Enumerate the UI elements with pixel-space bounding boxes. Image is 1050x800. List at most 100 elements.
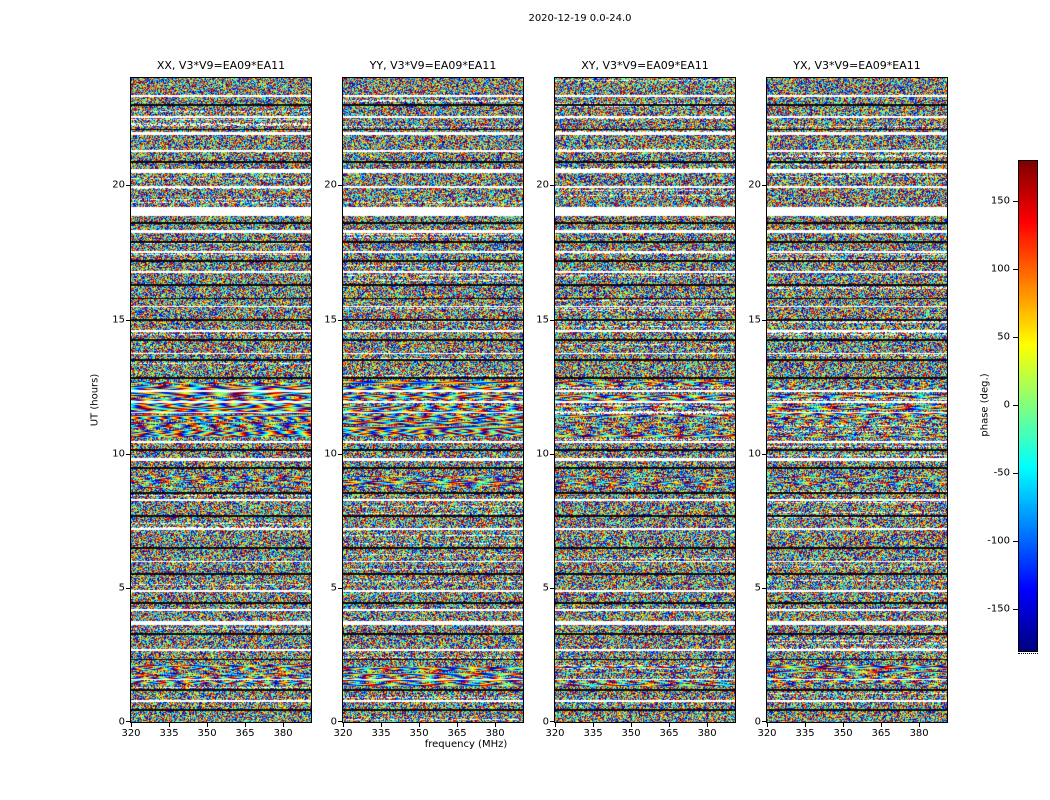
y-tick-label: 5 <box>330 582 337 594</box>
heatmap-canvas-xx <box>131 78 311 722</box>
y-tick-mark <box>762 721 766 722</box>
x-tick-label: 335 <box>795 728 815 739</box>
colorbar-tick-label: 0 <box>1003 399 1010 411</box>
y-tick-mark <box>550 319 554 321</box>
y-tick-mark <box>338 319 342 321</box>
x-tick-mark <box>881 723 883 727</box>
x-tick-mark <box>805 723 807 727</box>
colorbar-tick-mark <box>1013 473 1018 475</box>
heatmap-panel-yy: YY, V3*V9=EA09*EA11 0 5 10 15 20 320 335 350 365 3… <box>324 59 524 739</box>
x-tick-mark <box>169 723 171 727</box>
colorbar-tick-label: 100 <box>990 263 1010 275</box>
y-axis-label: UT (hours) <box>89 373 101 427</box>
x-tick-label: 335 <box>583 728 603 739</box>
x-tick-mark <box>343 723 344 727</box>
x-tick-mark <box>131 723 132 727</box>
heatmap-panel-xx: XX, V3*V9=EA09*EA11 0 5 10 15 20 320 335 350 365 3… <box>112 59 312 739</box>
y-tick-mark <box>338 587 342 589</box>
colorbar <box>1018 160 1038 652</box>
y-tick-mark <box>126 319 130 321</box>
colorbar-tick-label: -50 <box>993 467 1010 479</box>
x-tick-mark <box>669 723 671 727</box>
x-tick-label: 350 <box>833 728 853 739</box>
y-tick-label: 15 <box>324 314 337 325</box>
x-tick-mark <box>555 723 556 727</box>
y-tick-mark <box>126 185 130 187</box>
y-tick-mark <box>762 185 766 187</box>
x-tick-label: 380 <box>485 728 505 739</box>
y-tick-label: 15 <box>536 314 549 325</box>
x-tick-label: 320 <box>333 728 353 739</box>
x-tick-label: 350 <box>621 728 641 739</box>
y-tick-mark <box>762 587 766 589</box>
y-tick-mark <box>550 185 554 187</box>
colorbar-tick-label: 150 <box>990 195 1010 207</box>
y-tick-label: 10 <box>748 448 761 460</box>
colorbar-gradient <box>1019 161 1037 651</box>
x-tick-mark <box>381 723 383 727</box>
colorbar-tick-mark <box>1013 336 1018 338</box>
x-tick-mark <box>457 723 459 727</box>
x-tick-mark <box>207 723 209 727</box>
y-tick-mark <box>550 453 554 455</box>
x-tick-mark <box>495 723 497 727</box>
x-tick-label: 365 <box>871 728 891 739</box>
colorbar-tick-label: 50 <box>997 331 1010 343</box>
x-tick-mark <box>283 723 285 727</box>
y-tick-mark <box>338 721 342 722</box>
heatmap-canvas-yx <box>767 78 947 722</box>
heatmap-canvas-yy <box>343 78 523 722</box>
x-tick-label: 365 <box>447 728 467 739</box>
y-tick-mark <box>126 587 130 589</box>
y-tick-mark <box>550 587 554 589</box>
x-tick-mark <box>707 723 709 727</box>
x-tick-label: 380 <box>697 728 717 739</box>
y-tick-label: 15 <box>748 314 761 325</box>
colorbar-tick-mark <box>1013 405 1018 406</box>
colorbar-tick-mark <box>1013 200 1018 202</box>
y-tick-label: 10 <box>112 448 125 460</box>
x-tick-mark <box>919 723 921 727</box>
colorbar-tick-mark <box>1013 541 1018 543</box>
figure-title: 2020-12-19 0.0-24.0 <box>528 13 632 24</box>
y-tick-label: 0 <box>542 716 549 728</box>
y-tick-mark <box>762 319 766 321</box>
y-tick-label: 10 <box>536 448 549 460</box>
x-tick-mark <box>843 723 845 727</box>
x-tick-label: 320 <box>757 728 777 739</box>
y-tick-label: 0 <box>754 716 761 728</box>
x-axis-label: frequency (MHz) <box>424 739 508 750</box>
y-tick-label: 15 <box>112 314 125 325</box>
y-tick-mark <box>126 453 130 455</box>
y-tick-mark <box>338 185 342 187</box>
x-tick-label: 350 <box>409 728 429 739</box>
x-tick-mark <box>419 723 421 727</box>
y-tick-label: 5 <box>754 582 761 594</box>
x-tick-label: 380 <box>273 728 293 739</box>
x-tick-label: 335 <box>371 728 391 739</box>
y-tick-label: 20 <box>536 179 549 191</box>
heatmap-canvas-xy <box>555 78 735 722</box>
x-tick-label: 365 <box>659 728 679 739</box>
panel-title-xx: XX, V3*V9=EA09*EA11 <box>156 59 286 72</box>
x-tick-mark <box>593 723 595 727</box>
heatmap-panel-xy: XY, V3*V9=EA09*EA11 0 5 10 15 20 320 335 350 365 3… <box>536 59 736 739</box>
panel-title-xy: XY, V3*V9=EA09*EA11 <box>581 59 709 72</box>
x-tick-label: 365 <box>235 728 255 739</box>
x-tick-label: 320 <box>545 728 565 739</box>
colorbar-tick-label: -100 <box>987 535 1010 547</box>
x-tick-mark <box>767 723 768 727</box>
y-tick-mark <box>338 453 342 455</box>
x-tick-mark <box>631 723 633 727</box>
y-tick-label: 0 <box>118 716 125 728</box>
y-tick-mark <box>762 453 766 455</box>
panel-title-yy: YY, V3*V9=EA09*EA11 <box>369 59 497 72</box>
y-tick-label: 20 <box>748 179 761 191</box>
x-tick-label: 320 <box>121 728 141 739</box>
y-tick-label: 10 <box>324 448 337 460</box>
colorbar-bottom-dotted-line <box>1018 653 1038 654</box>
colorbar-tick-mark <box>1013 609 1018 611</box>
y-tick-mark <box>126 721 130 722</box>
y-tick-mark <box>550 721 554 722</box>
